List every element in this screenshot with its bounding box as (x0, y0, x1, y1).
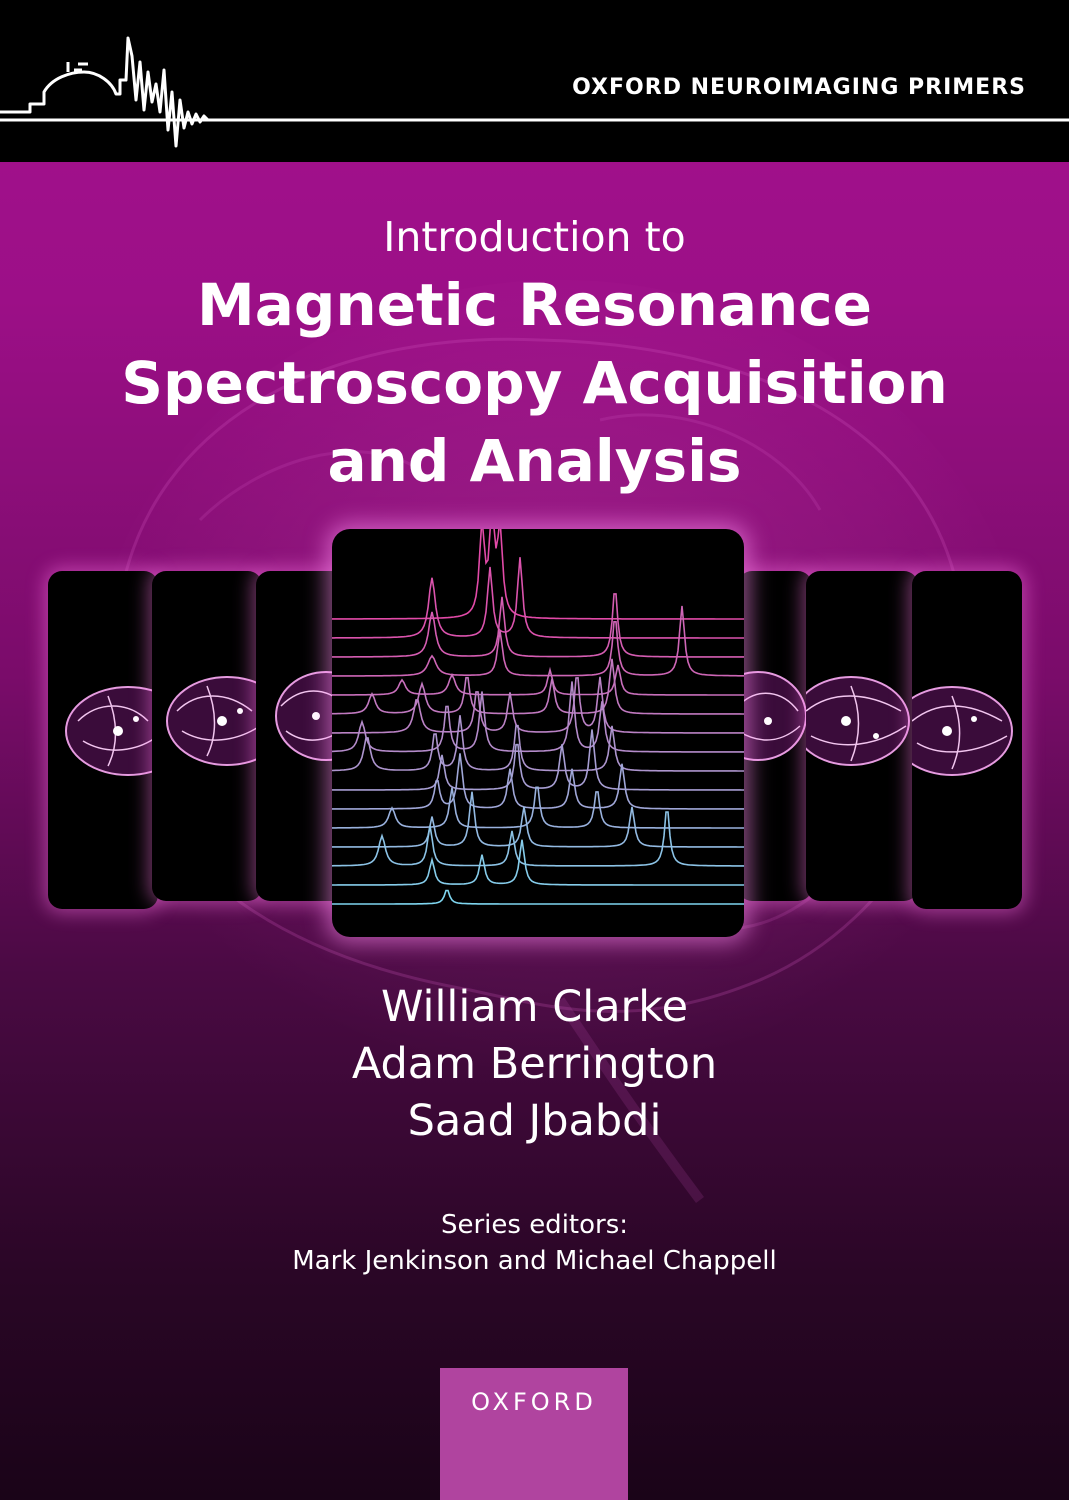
spectrum-line (332, 889, 744, 905)
brain-icon (166, 676, 262, 766)
brain-icon (65, 686, 158, 776)
series-editors-label: Series editors: (440, 1210, 629, 1240)
spectrum-line (332, 715, 744, 772)
title-intro: Introduction to (383, 213, 686, 261)
spectrum-line (332, 791, 744, 848)
author-3: Saad Jbabdi (407, 1096, 662, 1146)
brain-icon (806, 676, 910, 766)
title-line-2: Spectroscopy Acquisition (121, 349, 948, 417)
brain-panel-left-2 (152, 571, 262, 901)
spectrum-line (332, 557, 744, 639)
publisher-badge: OXFORD (440, 1368, 628, 1500)
series-name: OXFORD NEUROIMAGING PRIMERS (572, 75, 1026, 100)
publisher-name: OXFORD (471, 1388, 597, 1416)
spectrum-line (332, 839, 744, 886)
spectrum-line (332, 593, 744, 658)
spectrum-line (332, 681, 744, 753)
stacked-mrs-spectra (332, 529, 744, 905)
brain-panel-right-3 (912, 571, 1022, 909)
brain-icon (912, 686, 1013, 776)
brain-panel-right-2 (806, 571, 918, 901)
radcliffe-dome-waveform-icon (0, 36, 1069, 148)
spectrum-line (332, 529, 744, 620)
brain-panel-right-1 (738, 571, 812, 901)
title-line-3: and Analysis (327, 427, 742, 495)
spectrum-line (332, 676, 744, 734)
spectrum-line (332, 658, 744, 715)
title-line-1: Magnetic Resonance (197, 271, 872, 339)
spectrum-line (332, 664, 744, 696)
author-2: Adam Berrington (351, 1039, 718, 1089)
series-editors-names: Mark Jenkinson and Michael Chappell (292, 1246, 777, 1276)
spectrum-stack-panel (332, 529, 744, 937)
brain-panel-left-3 (256, 571, 346, 901)
series-header-bar: OXFORD NEUROIMAGING PRIMERS (0, 0, 1069, 162)
spectrum-line (332, 811, 744, 867)
author-1: William Clarke (380, 982, 689, 1032)
spectrum-line (332, 605, 744, 677)
spectrum-line (332, 786, 744, 829)
brain-icon (738, 671, 807, 761)
brain-panel-left-1 (48, 571, 158, 909)
spectrum-line (332, 729, 744, 791)
spectrum-line (332, 753, 744, 810)
